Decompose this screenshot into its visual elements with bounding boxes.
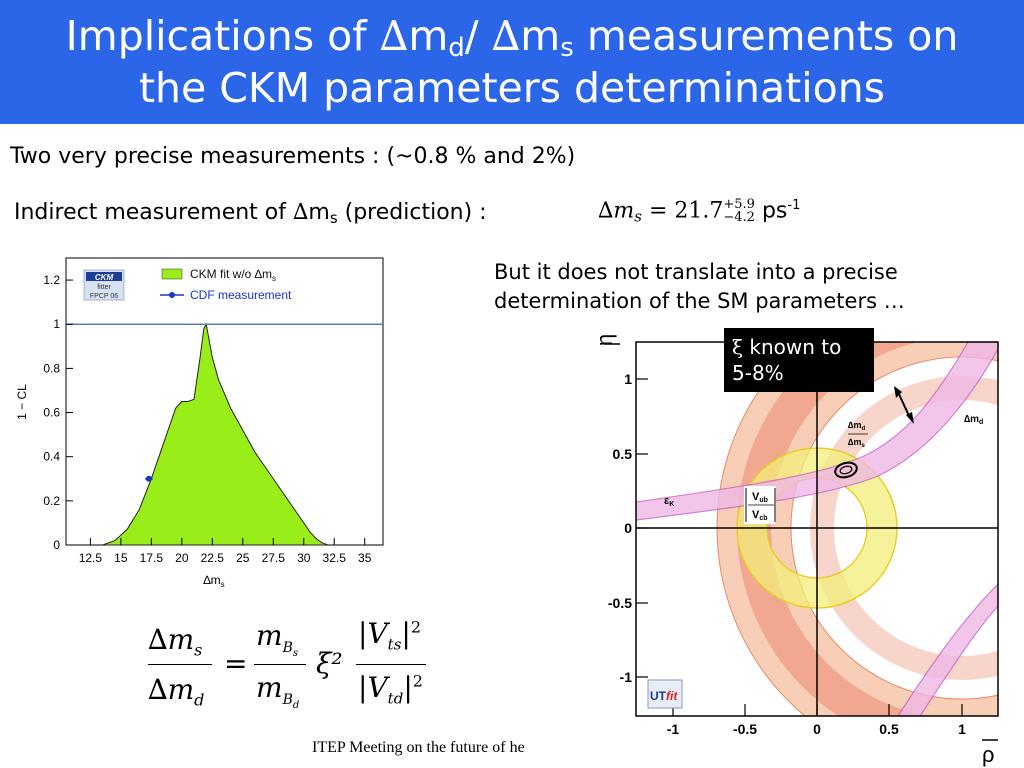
footer-text: ITEP Meeting on the future of he: [312, 739, 525, 756]
vub-label-num: Vub: [752, 491, 768, 504]
ckmfitter-logo-band: [86, 272, 122, 281]
formula: ∆ms ∆md = mBs mBd ξ² |Vts|2 |Vtd|2: [148, 615, 438, 725]
indirect-measurement-text: Indirect measurement of ∆ms (prediction)…: [14, 200, 487, 227]
y-tick-label: 1: [53, 317, 60, 331]
epsk-band-lower: [897, 583, 998, 716]
ut-plot: 1 0.5 0 -0.5 -1 -1 -0.5 0 0.5 1 η ρ εK ∆…: [598, 334, 999, 767]
formula-dms: ∆ms: [148, 623, 203, 660]
x-tick-label: 27.5: [262, 551, 286, 565]
title-bar: [0, 0, 1024, 124]
utfit-logo: [647, 679, 683, 709]
formula-mbs: mBs: [256, 619, 298, 659]
x-axis-label: ∆ms: [203, 573, 224, 589]
dms-chart: 12.5 15 17.5 20 22.5 25 27.5 30 32.5 35 0 0.2 0.4 0.6…: [15, 257, 384, 589]
y-tick-label: 0.4: [43, 450, 60, 464]
rho-label: ρ: [982, 742, 995, 767]
rho-tick-1: 1: [958, 721, 966, 737]
y-axis-label: 1 − CL: [15, 384, 29, 420]
formula-vts: |Vts|2: [358, 617, 422, 654]
x-tick-label: 15: [114, 551, 128, 565]
fit-contour-inner: [839, 465, 853, 475]
x-tick-label: 32.5: [323, 551, 347, 565]
x-tick-label: 22.5: [201, 551, 225, 565]
frac-line-3: [356, 664, 426, 665]
eta-tick-1: 1: [624, 371, 632, 387]
formula-vtd: |Vtd|2: [358, 671, 423, 708]
y-tick-label: 0.6: [43, 406, 60, 420]
vub-label-den: Vcb: [752, 509, 768, 522]
ckm-fit-area: [102, 322, 329, 546]
width-arrow-head-top: [894, 386, 902, 398]
width-arrow: [897, 391, 911, 419]
fit-contour-outer: [834, 461, 858, 479]
eta-label: η: [598, 334, 617, 346]
x-tick-label: 30: [297, 551, 311, 565]
formula-eq: =: [224, 647, 248, 680]
rho-tick-05: 0.5: [879, 721, 899, 737]
x-tick-label: 12.5: [79, 551, 103, 565]
precise-measurements-text: Two very precise measurements : (~0.8 % …: [10, 144, 576, 169]
prediction-value: ∆ms = 21.7 +5.9 −4.2 ps-1: [598, 197, 801, 226]
width-arrow-head-bottom: [906, 412, 914, 424]
legend-label-cdf: CDF measurement: [190, 288, 292, 302]
formula-mbd: mBd: [256, 671, 300, 711]
cdf-point: [145, 475, 152, 482]
y-tick-label: 1.2: [43, 273, 60, 287]
eta-tick-0: 0: [624, 520, 632, 536]
formula-dmd: ∆md: [148, 673, 205, 710]
y-tick-label: 0.2: [43, 494, 60, 508]
y-tick-label: 0: [53, 538, 60, 552]
legend-marker-cdf: [169, 292, 175, 298]
ckmfitter-logo-conf: FPCP 06: [90, 293, 118, 300]
y-tick-label: 0.8: [43, 361, 60, 375]
ckmfitter-logo-sub: fitter: [97, 284, 111, 291]
frac-line-2: [254, 664, 306, 665]
rho-tick-m1: -1: [667, 721, 680, 737]
formula-xi2: ξ²: [316, 647, 343, 680]
eta-tick-m05: -0.5: [608, 595, 632, 611]
frac-line-1: [148, 664, 212, 665]
ratio-label-den: ∆ms: [848, 437, 866, 449]
rho-tick-0: 0: [813, 721, 821, 737]
rho-tick-m05: -0.5: [733, 721, 757, 737]
page-title: Implications of ∆md/ ∆ms measurements on…: [65, 12, 959, 112]
x-tick-label: 17.5: [140, 551, 164, 565]
x-tick-label: 20: [175, 551, 189, 565]
utfit-logo-text: UTfit: [650, 689, 678, 703]
legend-label-ckm: CKM fit w/o ∆ms: [190, 267, 276, 283]
ckmfitter-logo-text: CKM: [95, 273, 114, 282]
xi-callout: ξ known to 5-8%: [724, 328, 874, 392]
dmd-label: ∆md: [964, 414, 983, 426]
epsk-label: εK: [664, 495, 674, 508]
ratio-label-num: ∆md: [848, 420, 866, 432]
x-tick-label: 25: [236, 551, 250, 565]
but-text: But it does not translate into a precise…: [494, 260, 905, 313]
eta-tick-05: 0.5: [613, 446, 633, 462]
eta-tick-m1: -1: [620, 669, 633, 685]
legend-swatch-ckm: [161, 268, 183, 280]
x-tick-label: 35: [358, 551, 372, 565]
